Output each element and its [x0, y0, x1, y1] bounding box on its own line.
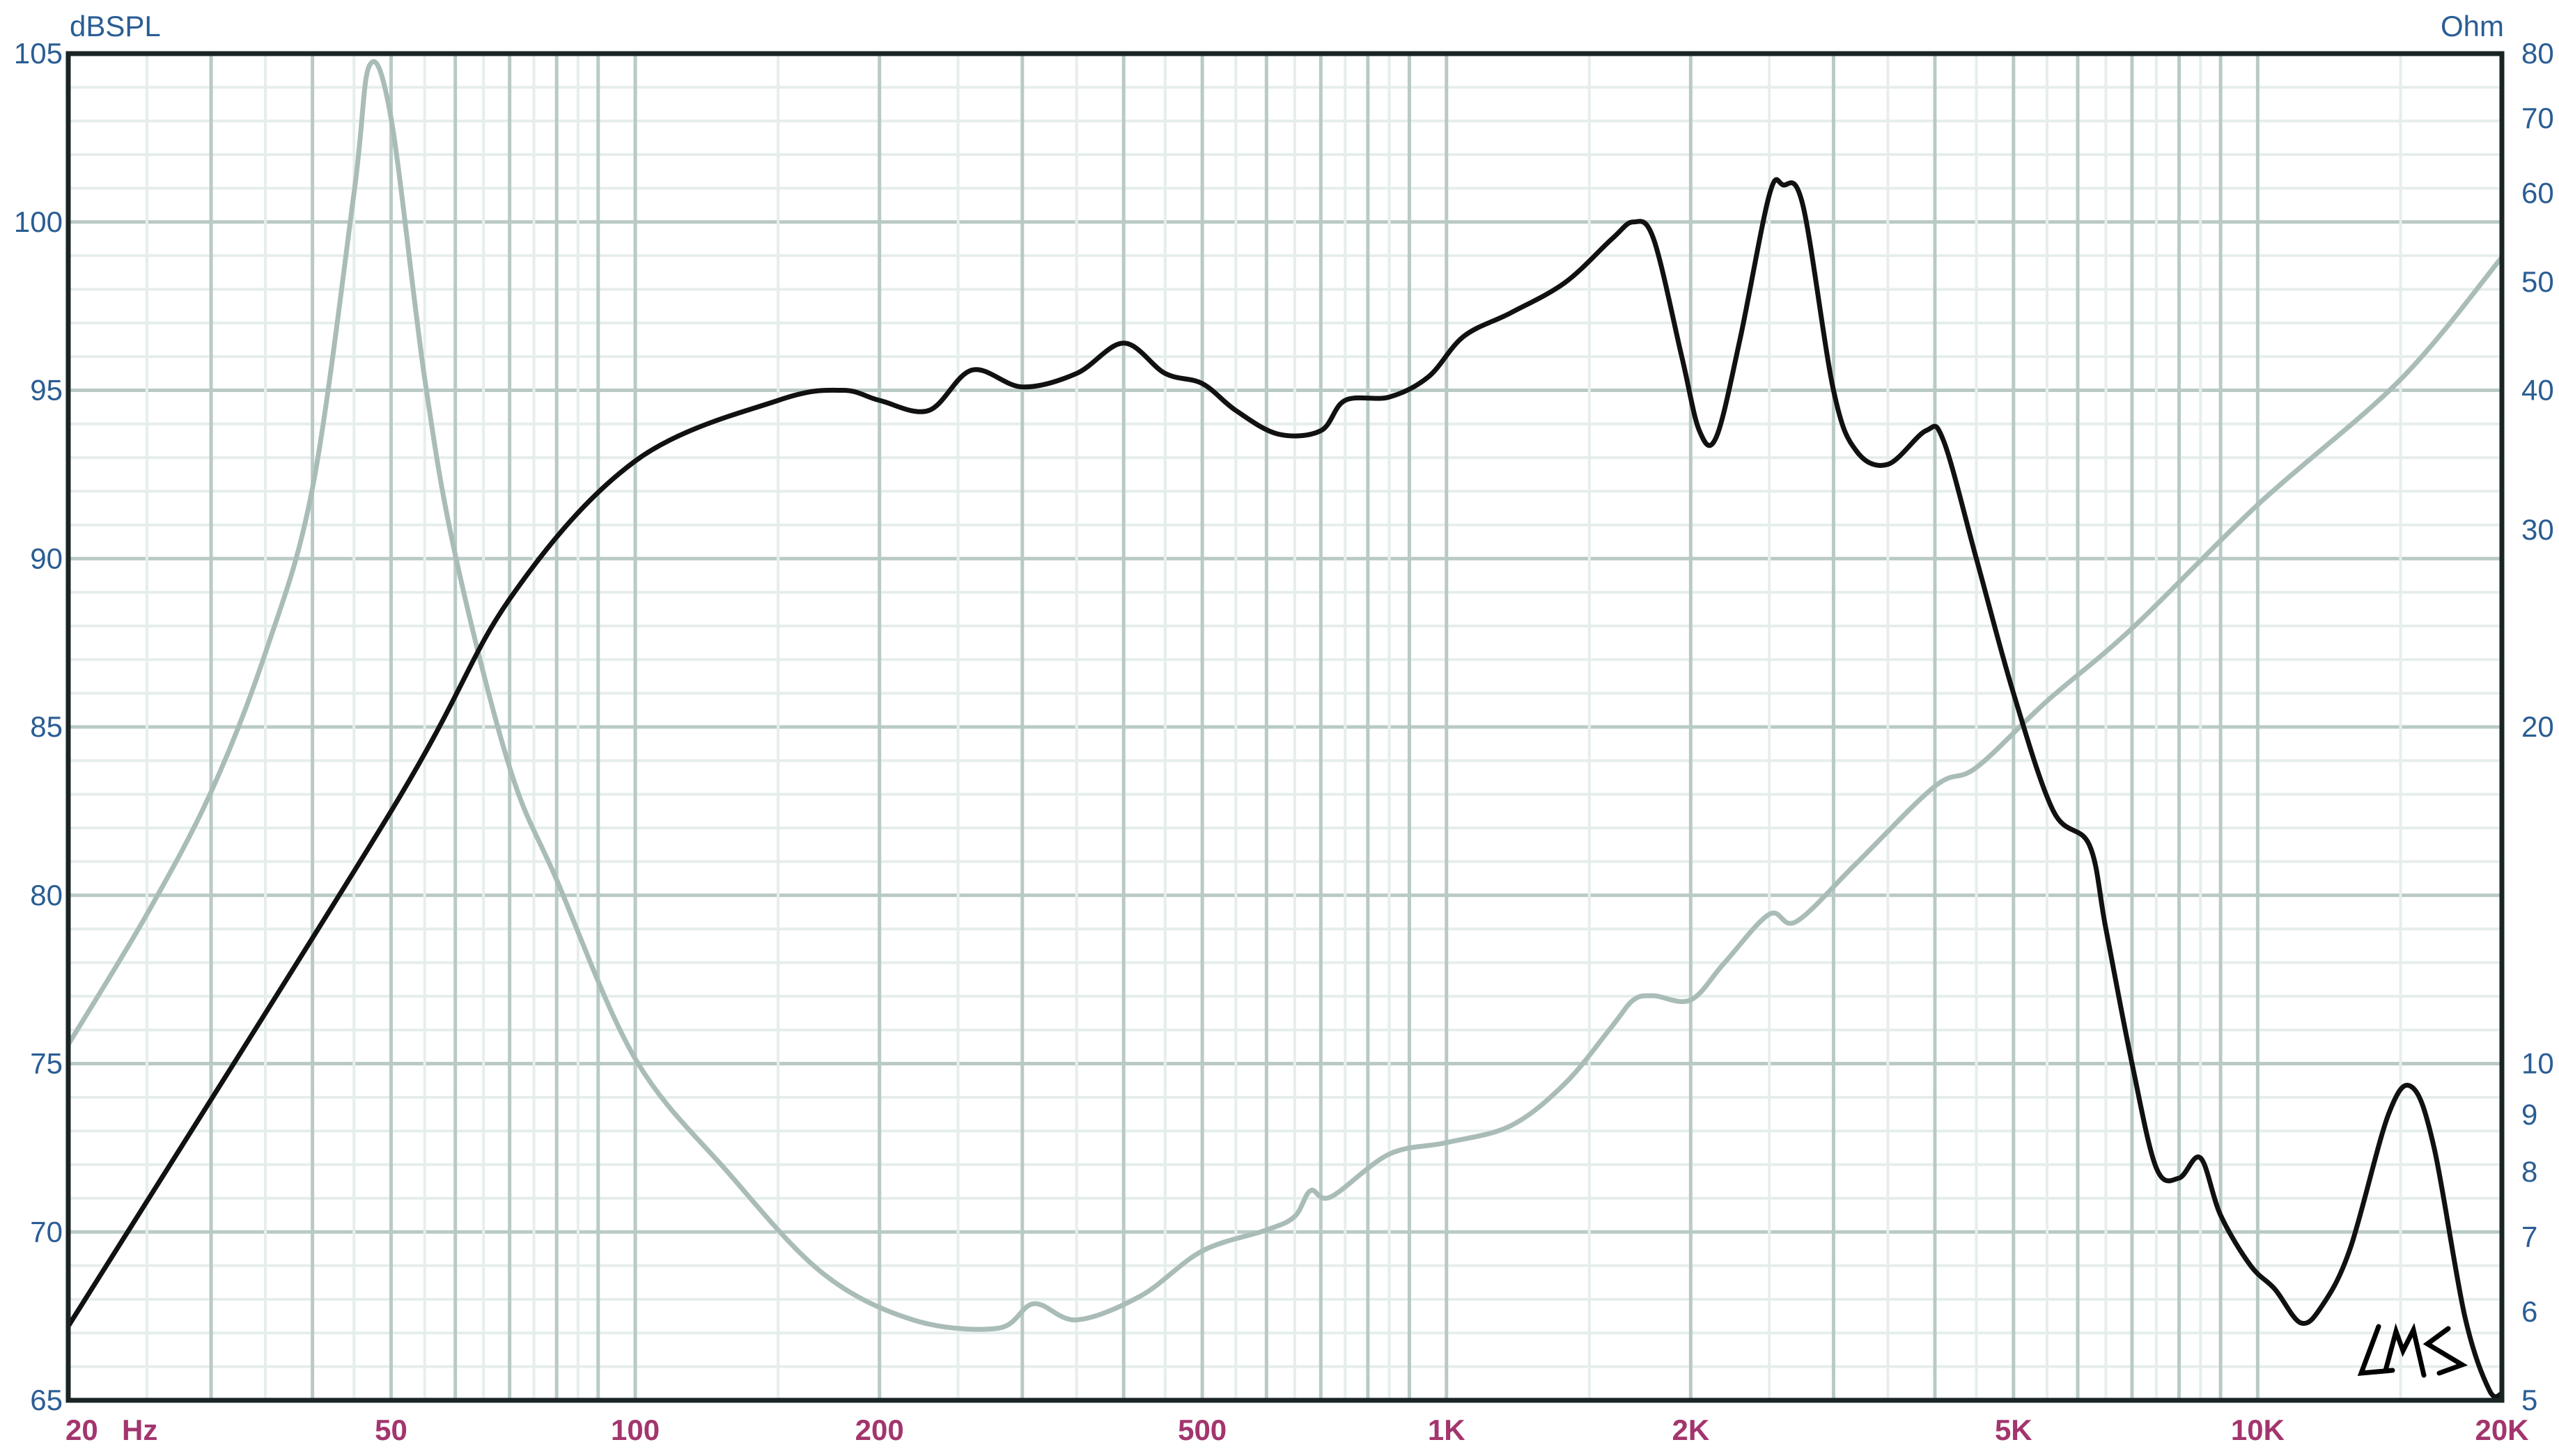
y2-tick-label: 8 — [2521, 1155, 2537, 1188]
y-tick-label: 90 — [30, 542, 63, 574]
x-axis-unit: Hz — [122, 1414, 157, 1446]
y2-tick-label: 40 — [2521, 374, 2554, 407]
x-tick-label: 2K — [1672, 1414, 1709, 1446]
lms-signature — [2357, 1322, 2468, 1378]
y-tick-label: 65 — [30, 1384, 63, 1416]
x-tick-label: 1K — [1428, 1414, 1465, 1446]
y2-tick-label: 50 — [2521, 265, 2554, 298]
y-tick-label: 70 — [30, 1215, 63, 1248]
x-tick-label: 500 — [1178, 1414, 1227, 1446]
x-tick-label: 100 — [611, 1414, 660, 1446]
y-tick-label: 80 — [30, 879, 63, 911]
y2-tick-label: 9 — [2521, 1098, 2537, 1131]
plot-frame — [65, 51, 2505, 1403]
spl-curve — [66, 177, 2503, 1400]
impedance-curve — [66, 59, 2504, 1332]
x-tick-label: 10K — [2231, 1414, 2285, 1446]
y-tick-label: 100 — [14, 205, 63, 238]
x-tick-label: 200 — [855, 1414, 904, 1446]
y-tick-label: 105 — [14, 37, 63, 70]
y2-tick-label: 30 — [2521, 513, 2554, 546]
x-tick-label: 20 — [65, 1414, 98, 1446]
x-tick-label: 5K — [1995, 1414, 2032, 1446]
curves — [66, 59, 2504, 1400]
x-tick-label: 20K — [2475, 1414, 2528, 1446]
y2-axis-title: Ohm — [2441, 10, 2504, 42]
y2-tick-label: 70 — [2521, 102, 2554, 134]
y2-tick-label: 5 — [2521, 1384, 2537, 1416]
y-tick-label: 85 — [30, 710, 63, 743]
y2-tick-label: 10 — [2521, 1047, 2554, 1080]
grid — [66, 52, 2504, 1402]
y-tick-label: 95 — [30, 374, 63, 407]
y-tick-label: 75 — [30, 1047, 63, 1080]
x-tick-label: 50 — [375, 1414, 407, 1446]
y2-tick-label: 20 — [2521, 710, 2554, 743]
y2-tick-label: 6 — [2521, 1295, 2537, 1328]
y-axis-title: dBSPL — [70, 10, 161, 42]
axis-labels: dBSPL Ohm Hz 657075808590951001055678910… — [14, 10, 2554, 1446]
y2-tick-label: 80 — [2521, 37, 2554, 70]
y2-tick-label: 7 — [2521, 1220, 2537, 1253]
y2-tick-label: 60 — [2521, 177, 2554, 210]
